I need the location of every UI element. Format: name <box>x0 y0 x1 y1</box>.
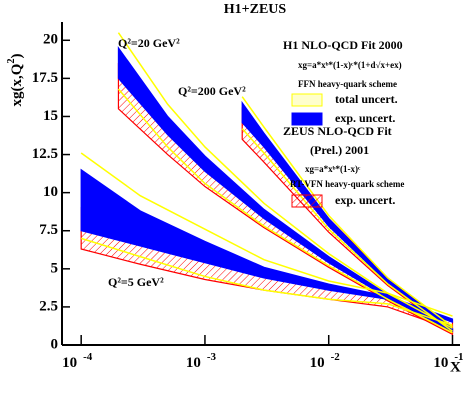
y-tick-label: 5 <box>51 260 59 276</box>
x-tick-label: 10 -3 <box>186 351 217 372</box>
band-edge <box>117 32 453 329</box>
band-edge <box>80 237 453 326</box>
y-tick-label: 7.5 <box>39 222 58 238</box>
x-axis-label: X <box>450 359 461 375</box>
x-tick-label: 10 -1 <box>433 351 463 372</box>
x-tick-label: 10 -4 <box>62 351 93 372</box>
legend-text: xg=a*xᵇ*(1-x)ᶜ*(1+d√x+ex) <box>298 60 402 70</box>
legend-text: (Prel.) 2001 <box>310 143 369 157</box>
y-axis-label: xg(x,Q2) <box>6 54 25 107</box>
y-tick-label: 15 <box>43 108 58 124</box>
legend-swatch <box>291 112 323 126</box>
y-tick-label: 12.5 <box>32 146 58 162</box>
y-tick-label: 10 <box>43 184 58 200</box>
y-label-text: xg(x,Q <box>9 63 25 106</box>
x-tick-label: 10 -2 <box>310 351 341 372</box>
band-edge <box>241 128 453 332</box>
x-tick-base: 10 <box>186 355 201 371</box>
x-tick-exponent: -2 <box>331 351 341 363</box>
legend-label: total uncert. <box>335 92 398 106</box>
y-tick-label: 20 <box>43 32 58 48</box>
x-tick-exponent: -1 <box>454 351 463 363</box>
y-tick-label: 0 <box>51 336 59 352</box>
chart-title: H1+ZEUS <box>224 2 287 17</box>
y-label-sup: 2 <box>6 59 17 64</box>
band <box>80 168 454 323</box>
legend-text: RT-VFN heavy-quark scheme <box>290 179 404 189</box>
legend-swatch <box>291 194 323 208</box>
x-tick-exponent: -4 <box>83 351 93 363</box>
x-tick-base: 10 <box>433 355 448 371</box>
legend-text: H1 NLO-QCD Fit 2000 <box>283 38 403 52</box>
annotation: Q²=20 GeV² <box>118 36 180 50</box>
legend-text: ZEUS NLO-QCD Fit <box>283 124 392 138</box>
legend-label: exp. uncert. <box>335 193 395 207</box>
legend-swatch <box>291 93 323 107</box>
legend-label: exp. uncert. <box>335 111 395 125</box>
y-tick-label: 2.5 <box>39 298 58 314</box>
band-edge <box>241 96 453 328</box>
band-edge <box>117 88 453 334</box>
y-tick-label: 17.5 <box>32 70 58 86</box>
legend-text: xg=a*xᵇ*(1-x)ᶜ <box>305 164 361 174</box>
annotation: Q²=200 GeV² <box>178 84 246 98</box>
annotation: Q²=5 GeV² <box>108 275 164 289</box>
y-label-tail: ) <box>9 54 25 59</box>
legend-text: FFN heavy-quark scheme <box>298 79 397 89</box>
x-tick-base: 10 <box>310 355 325 371</box>
x-tick-exponent: -3 <box>207 351 217 363</box>
x-tick-base: 10 <box>62 355 77 371</box>
